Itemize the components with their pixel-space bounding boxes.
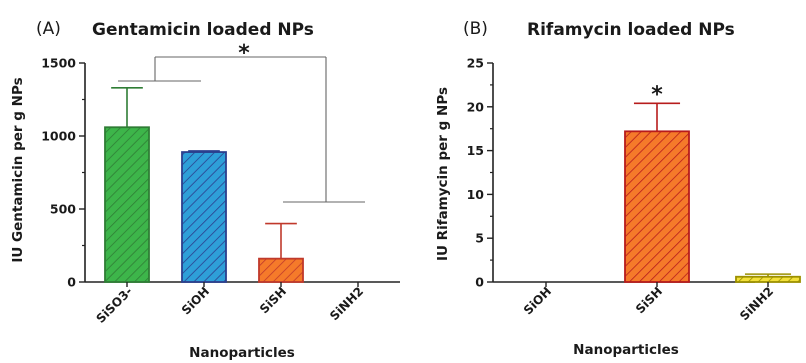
chart-a-category-label: SiSH (257, 284, 289, 316)
chart-b-category-label: SiSH (633, 284, 665, 316)
chart-b-category-label: SiNH2 (737, 284, 776, 323)
chart-b: (B) Rifamycin loaded NPs IU Rifamycin pe… (435, 19, 801, 358)
chart-a-category-label: SiNH2 (327, 284, 366, 323)
chart-b-y-axis-label: IU Rifamycin per g NPs (435, 87, 451, 261)
chart-b-title: Rifamycin loaded NPs (527, 20, 735, 40)
chart-a-bar (181, 151, 227, 283)
chart-b-y-tick-label: 20 (467, 99, 485, 114)
chart-a: (A) Gentamicin loaded NPs IU Gentamicin … (10, 19, 400, 361)
chart-a-panel-label: (A) (36, 19, 61, 39)
chart-a-category-label: SiOH (179, 284, 212, 317)
chart-a-plot-area: 0 500 1000 1500 SiSO3- SiOH SiSH SiNH2 * (41, 41, 400, 326)
chart-b-y-tick-label: 15 (467, 143, 484, 158)
chart-b-bar (735, 275, 801, 283)
chart-b-y-tick-label: 0 (475, 275, 484, 290)
chart-b-y-tick-label: 10 (467, 187, 485, 202)
chart-b-plot-area: 0 5 10 15 20 25 SiOH SiSH SiNH2 * (467, 56, 801, 323)
chart-a-significance-star: * (238, 41, 250, 66)
chart-a-y-axis-label: IU Gentamicin per g NPs (10, 77, 26, 262)
chart-b-y-tick-label: 5 (475, 231, 484, 246)
chart-a-y-tick-label: 0 (67, 275, 76, 290)
chart-a-category-label: SiSO3- (93, 284, 135, 326)
chart-b-x-axis-label: Nanoparticles (573, 342, 679, 358)
chart-b-y-tick-label: 25 (467, 56, 484, 71)
chart-b-significance-star: * (651, 82, 663, 107)
chart-a-y-tick-label: 1500 (41, 56, 76, 71)
chart-a-title: Gentamicin loaded NPs (92, 20, 314, 40)
chart-b-panel-label: (B) (463, 19, 488, 39)
chart-a-bar (258, 257, 304, 283)
chart-a-x-axis-label: Nanoparticles (189, 345, 295, 361)
chart-a-y-tick-label: 500 (50, 202, 76, 217)
chart-a-y-tick-label: 1000 (41, 129, 76, 144)
chart-b-category-label: SiOH (521, 284, 554, 317)
chart-a-bar (104, 126, 150, 283)
chart-b-bar (624, 130, 690, 283)
